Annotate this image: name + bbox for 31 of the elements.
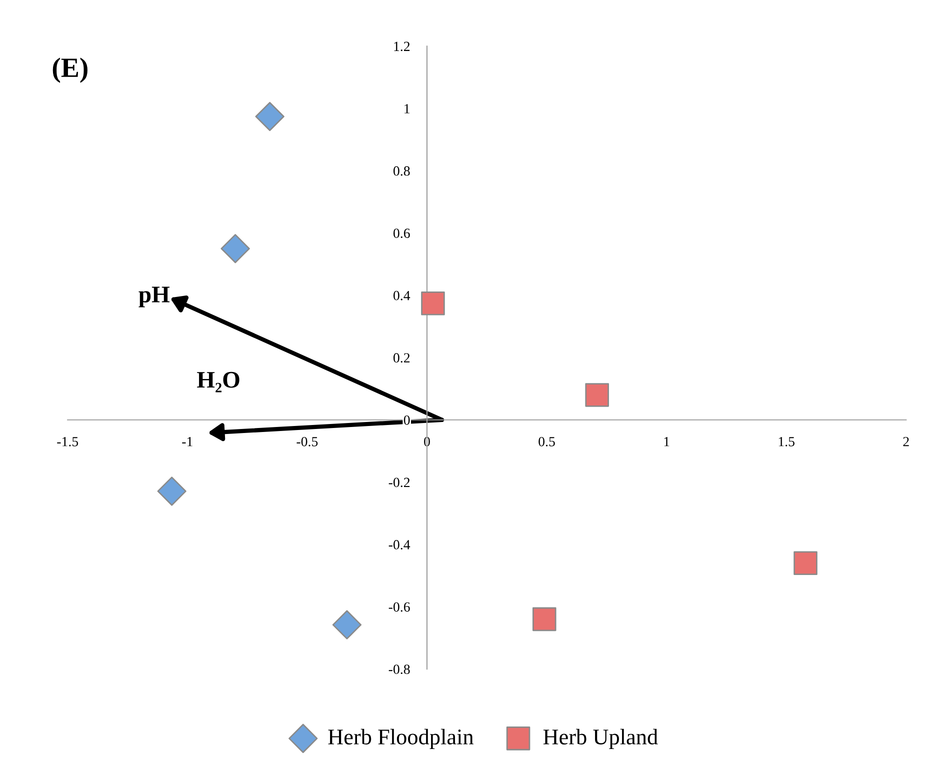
point <box>585 383 609 407</box>
point <box>220 234 250 264</box>
x-tick-label: 1.5 <box>778 437 794 446</box>
annotation: pH <box>138 286 170 308</box>
point <box>532 607 556 632</box>
annotation: H₂O <box>197 372 240 392</box>
y-tick-label: 1.2 <box>394 42 410 52</box>
point <box>794 551 818 576</box>
y-tick-label: -0.2 <box>388 478 410 488</box>
y-tick-label: -0.6 <box>388 602 410 612</box>
point <box>255 102 284 132</box>
x-tick-label: 1 <box>664 437 670 446</box>
y-tick-label: 0.8 <box>393 166 410 176</box>
point <box>332 610 362 640</box>
y-tick-label: 1 <box>404 104 410 114</box>
legend-label: Herb Floodplain <box>328 728 474 749</box>
point <box>421 292 445 316</box>
x-tick-label: 0.5 <box>538 436 555 446</box>
x-tick-label: 2 <box>903 436 909 446</box>
x-tick-label: -1 <box>182 437 192 446</box>
y-tick-label: 0 <box>404 415 410 425</box>
legend-label: Herb Upland <box>543 728 658 749</box>
point <box>157 476 186 506</box>
y-tick-label: 0.2 <box>393 353 410 363</box>
annotation: (E) <box>52 58 88 83</box>
y-tick-label: 0.6 <box>393 228 410 238</box>
x-tick-label: -1.5 <box>57 437 78 446</box>
y-tick-label: -0.4 <box>388 540 410 550</box>
x-tick-label: -0.5 <box>296 436 318 446</box>
y-tick-label: 0.4 <box>393 290 410 300</box>
y-tick-label: -0.8 <box>388 664 410 674</box>
